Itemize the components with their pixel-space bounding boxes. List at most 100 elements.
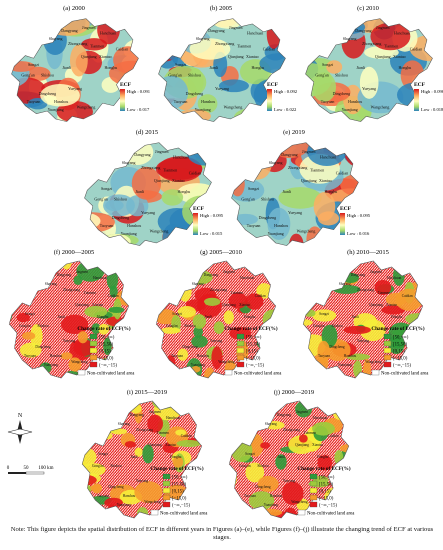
place-name: Hanchuan: [387, 276, 401, 280]
legend-item: [15,50): [319, 482, 333, 487]
place-name: Dingcheng: [329, 345, 344, 349]
legend-item: [50,+∞): [246, 335, 262, 340]
place-name: Tianmen: [378, 291, 390, 295]
place-name: Shayang: [343, 37, 357, 41]
place-name: Qianjiang: [81, 55, 97, 59]
place-name: Dangyang: [277, 413, 291, 417]
place-name: Shayang: [196, 37, 210, 41]
place-name: Hanchuan: [240, 276, 254, 280]
place-name: Songzi: [172, 312, 182, 316]
place-name: Shishou: [114, 198, 127, 202]
legend-item: (−∞,−15): [99, 363, 117, 368]
place-name: Yueyang: [136, 479, 148, 483]
legend-swatch: [371, 369, 380, 376]
place-name: Zhongxiang: [63, 288, 80, 292]
legend-title: Change rate of ECF(%): [297, 465, 350, 472]
legend-high: High : 0.095: [347, 213, 371, 218]
place-name: Songzi: [245, 452, 255, 456]
legend-swatch: [309, 501, 318, 508]
place-name: Hanshou: [123, 494, 136, 498]
place-name: Yuanjiang: [48, 108, 64, 112]
place-name: Zhongxiang: [362, 42, 381, 46]
place-name: Gong'an: [92, 464, 104, 468]
place-name: Xiantao: [239, 303, 250, 307]
place-name: Hanshou: [197, 354, 210, 358]
place-name: Shishou: [188, 74, 201, 78]
legend-title: ECF: [193, 206, 205, 212]
place-name: Xiantao: [99, 55, 112, 59]
place-name: Qianjiang: [75, 303, 89, 307]
legend-item: Non-cultivated land area: [160, 511, 208, 516]
place-name: Yuanjiang: [342, 108, 358, 112]
place-name: Honghu: [317, 455, 328, 459]
place-name: Dingcheng: [255, 485, 270, 489]
legend-swatch: [383, 340, 392, 347]
place-name: Caidian: [328, 434, 339, 438]
place-name: Wangcheng: [224, 105, 243, 109]
place-name: Dingcheng: [39, 92, 57, 96]
place-name: Dingcheng: [333, 92, 351, 96]
place-name: Zhongxiang: [68, 42, 87, 46]
place-name: Wangcheng: [291, 500, 307, 504]
place-name: Yueyang: [215, 87, 229, 91]
place-name: Zhongxiang: [210, 288, 227, 292]
legend-swatch: [162, 487, 171, 494]
place-name: Zhongxiang: [136, 428, 153, 432]
place-name: Xiantao: [319, 179, 332, 183]
change-map-panel: (j) 2000—2019 Dangyang Shayang Jingmen Hanch…: [228, 389, 355, 519]
place-name: Yueyang: [141, 211, 155, 215]
place-name: Jingmen: [229, 26, 243, 30]
place-name: Dangyang: [204, 273, 218, 277]
place-name: Xiantao: [393, 55, 406, 59]
place-name: Songzi: [248, 187, 260, 191]
place-name: Jianli: [135, 190, 145, 194]
place-name: Yuanjiang: [44, 363, 58, 367]
legend-swatch: [297, 509, 306, 516]
place-name: Shayang: [49, 37, 63, 41]
legend-item: [0,15): [319, 489, 331, 494]
place-name: Jingmen: [302, 150, 316, 154]
place-name: Yueyang: [357, 339, 369, 343]
legend-swatch: [150, 509, 159, 516]
place-name: Taoyuan: [27, 100, 41, 104]
place-name: Dingcheng: [112, 216, 130, 220]
legend-low: Low : 0.022: [274, 107, 297, 112]
place-name: Jianli: [204, 315, 212, 319]
legend-item: [15,50): [99, 342, 113, 347]
place-name: Qianjiang: [228, 55, 244, 59]
place-name: Shayang: [192, 282, 204, 286]
place-name: Zhongxiang: [141, 166, 160, 170]
panel-title: (e) 2019: [283, 129, 305, 136]
legend-item: [15,50): [246, 342, 260, 347]
place-name: Taoyuan: [100, 224, 114, 228]
place-name: Hanchuan: [313, 416, 327, 420]
place-name: Dangyang: [208, 29, 224, 33]
place-name: Dangyang: [57, 273, 71, 277]
legend-ramp: [267, 89, 272, 111]
legend-high: High : 0.096: [421, 89, 443, 94]
place-name: Shayang: [339, 282, 351, 286]
place-name: Songzi: [28, 63, 40, 67]
legend-low: Low : 0.015: [200, 231, 223, 236]
panel-title: (j) 2000—2019: [274, 389, 314, 396]
place-name: Yueyang: [210, 339, 222, 343]
place-name: Yueyang: [288, 211, 302, 215]
change-map-panel: (h) 2010—2015 Dangyang Shayang Jingmen Hanch…: [302, 249, 429, 379]
place-name: Taoyuan: [24, 354, 36, 358]
place-name: Hanchuan: [247, 32, 263, 36]
place-name: Tianmen: [231, 291, 243, 295]
place-name: Caidian: [402, 294, 413, 298]
place-name: Tianmen: [237, 45, 251, 49]
place-name: Honghu: [104, 66, 117, 70]
legend-item: [0,15): [246, 349, 258, 354]
place-name: Caidian: [181, 434, 192, 438]
place-name: Tianmen: [90, 45, 104, 49]
map: Dangyang Shayang Jingmen Hanchuan Zhongxiang…: [81, 400, 203, 519]
place-name: Shishou: [261, 198, 274, 202]
place-name: Qianjiang: [375, 55, 391, 59]
ecf-map-panel: (c) 2010 Dangyang Shayang Jingmen Hanchuan Zh…: [305, 5, 443, 122]
place-name: Gong'an: [168, 74, 181, 78]
change-map-panel: (g) 2005—2010 Dangyang Shayang Jingmen Hanch…: [155, 249, 282, 379]
place-name: Yuanjiang: [264, 503, 278, 507]
place-name: Dingcheng: [259, 216, 277, 220]
